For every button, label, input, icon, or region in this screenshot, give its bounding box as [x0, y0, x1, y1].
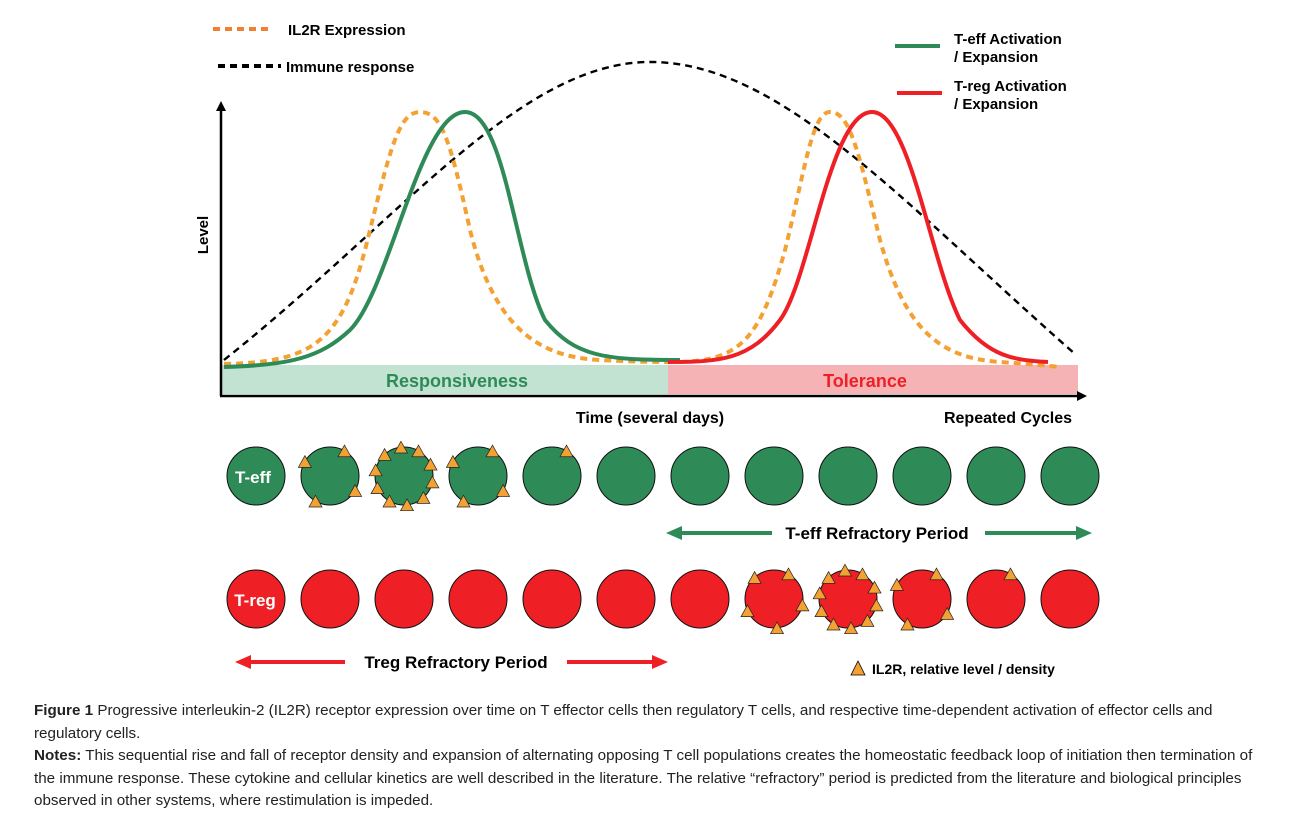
treg-il2r-triangle	[821, 570, 836, 584]
treg-legend-label-1: T-reg Activation	[954, 78, 1067, 95]
teff-cell-2	[300, 446, 360, 506]
treg-il2r-triangle	[812, 586, 827, 600]
teff-cell-8	[744, 446, 804, 506]
responsiveness-band	[222, 365, 668, 394]
figure-lead: Figure 1	[34, 702, 94, 719]
il2r-triangle-icon	[850, 660, 866, 676]
immune-legend-label: Immune response	[286, 59, 414, 76]
notes-lead: Notes:	[34, 747, 82, 764]
treg-cell-12	[1040, 569, 1100, 629]
treg-il2r-triangle	[837, 563, 853, 577]
teff-legend-label-2: / Expansion	[954, 49, 1038, 66]
teff-cell-5	[522, 446, 582, 506]
teff-cell-4	[448, 446, 508, 506]
teff-il2r-triangle	[416, 490, 431, 504]
treg-il2r-triangle	[889, 577, 904, 591]
teff-il2r-triangle	[399, 498, 415, 512]
treg-refractory-label: Treg Refractory Period	[364, 653, 547, 672]
teff-activation-curve	[223, 109, 681, 369]
il2r-diagram: IL2R Expression Immune response T-eff Ac…	[195, 22, 1100, 677]
treg-cell-10	[892, 569, 952, 629]
treg-cell-2	[300, 569, 360, 629]
treg-cell-4	[448, 569, 508, 629]
treg-il2r-triangle	[867, 580, 882, 594]
treg-il2r-triangle	[826, 617, 841, 631]
figure-text: Progressive interleukin-2 (IL2R) recepto…	[34, 702, 1213, 742]
teff-refractory-arrow: T-eff Refractory Period	[666, 524, 1092, 543]
teff-cell-11	[966, 446, 1026, 506]
il2r-legend-label: IL2R Expression	[288, 22, 406, 39]
teff-il2r-triangle	[485, 444, 500, 458]
teff-il2r-triangle	[559, 444, 574, 458]
treg-cell-row	[226, 563, 1100, 635]
teff-il2r-triangle	[411, 444, 426, 458]
teff-il2r-triangle	[308, 494, 323, 508]
figure-caption-notes: Notes: This sequential rise and fall of …	[34, 745, 1262, 813]
teff-il2r-triangle	[496, 483, 511, 497]
treg-il2r-triangle	[843, 621, 859, 635]
teff-il2r-triangle	[456, 494, 471, 508]
il2r-curve-2	[679, 109, 1061, 369]
teff-il2r-triangle	[348, 483, 363, 497]
tolerance-label: Tolerance	[823, 371, 907, 391]
notes-text: This sequential rise and fall of recepto…	[34, 747, 1253, 809]
il2r-curve-1	[223, 109, 681, 366]
treg-il2r-triangle	[769, 621, 785, 635]
teff-il2r-triangle	[423, 457, 438, 471]
il2r-key: IL2R, relative level / density	[850, 660, 1055, 677]
treg-il2r-triangle	[781, 567, 796, 581]
repeated-cycles-label: Repeated Cycles	[944, 410, 1072, 427]
il2r-key-label: IL2R, relative level / density	[872, 661, 1055, 677]
teff-cell-1	[226, 446, 286, 506]
teff-il2r-triangle	[445, 454, 460, 468]
figure-caption-main: Figure 1 Progressive interleukin-2 (IL2R…	[34, 700, 1262, 745]
treg-cell-7	[670, 569, 730, 629]
treg-il2r-triangle	[740, 604, 755, 617]
teff-cell-9	[818, 446, 878, 506]
treg-il2r-triangle	[1003, 567, 1018, 581]
treg-il2r-triangle	[860, 613, 875, 627]
legend: IL2R Expression Immune response T-eff Ac…	[213, 22, 1067, 113]
treg-cell-6	[596, 569, 656, 629]
treg-il2r-triangle	[814, 604, 829, 617]
treg-il2r-triangle	[795, 598, 810, 612]
figure-caption: Figure 1 Progressive interleukin-2 (IL2R…	[34, 700, 1262, 813]
teff-cell-row	[226, 440, 1100, 512]
x-axis-label: Time (several days)	[576, 410, 724, 427]
immune-response-curve	[223, 60, 1076, 361]
treg-cell-1	[226, 569, 286, 629]
teff-il2r-triangle	[382, 494, 397, 508]
treg-il2r-triangle	[855, 567, 870, 581]
y-axis-label: Level	[195, 216, 212, 254]
teff-il2r-triangle	[377, 447, 392, 461]
teff-cell-7	[670, 446, 730, 506]
treg-activation-curve	[667, 109, 1049, 364]
teff-il2r-triangle	[297, 454, 312, 468]
treg-cell-3	[374, 569, 434, 629]
teff-il2r-triangle	[337, 444, 352, 458]
teff-refractory-label: T-eff Refractory Period	[785, 524, 968, 543]
teff-legend-label-1: T-eff Activation	[954, 31, 1062, 48]
teff-row-label: T-eff	[235, 468, 271, 487]
teff-il2r-triangle	[370, 481, 385, 494]
treg-il2r-triangle	[869, 598, 884, 612]
treg-il2r-triangle	[929, 567, 944, 581]
treg-cell-11	[966, 569, 1026, 629]
treg-il2r-triangle	[900, 617, 915, 631]
teff-cell-12	[1040, 446, 1100, 506]
tolerance-band	[668, 365, 1078, 394]
teff-cell-10	[892, 446, 952, 506]
responsiveness-label: Responsiveness	[386, 371, 528, 391]
teff-cell-6	[596, 446, 656, 506]
treg-il2r-triangle	[747, 570, 762, 584]
treg-cell-5	[522, 569, 582, 629]
treg-refractory-arrow: Treg Refractory Period	[235, 653, 668, 672]
treg-il2r-triangle	[940, 606, 955, 620]
teff-il2r-triangle	[425, 475, 440, 489]
treg-row-label: T-reg	[234, 591, 276, 610]
teff-il2r-triangle	[368, 463, 383, 477]
treg-legend-label-2: / Expansion	[954, 96, 1038, 113]
teff-il2r-triangle	[393, 440, 409, 454]
